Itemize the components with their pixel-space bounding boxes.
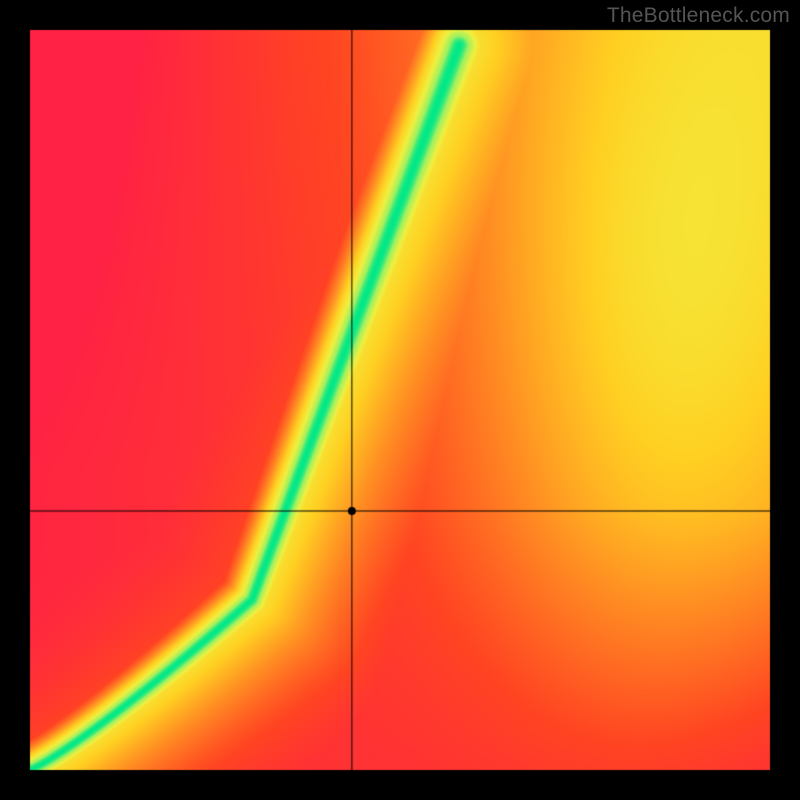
heatmap-figure: TheBottleneck.com [0, 0, 800, 800]
watermark-text: TheBottleneck.com [607, 4, 790, 28]
heatmap-canvas [0, 0, 800, 800]
